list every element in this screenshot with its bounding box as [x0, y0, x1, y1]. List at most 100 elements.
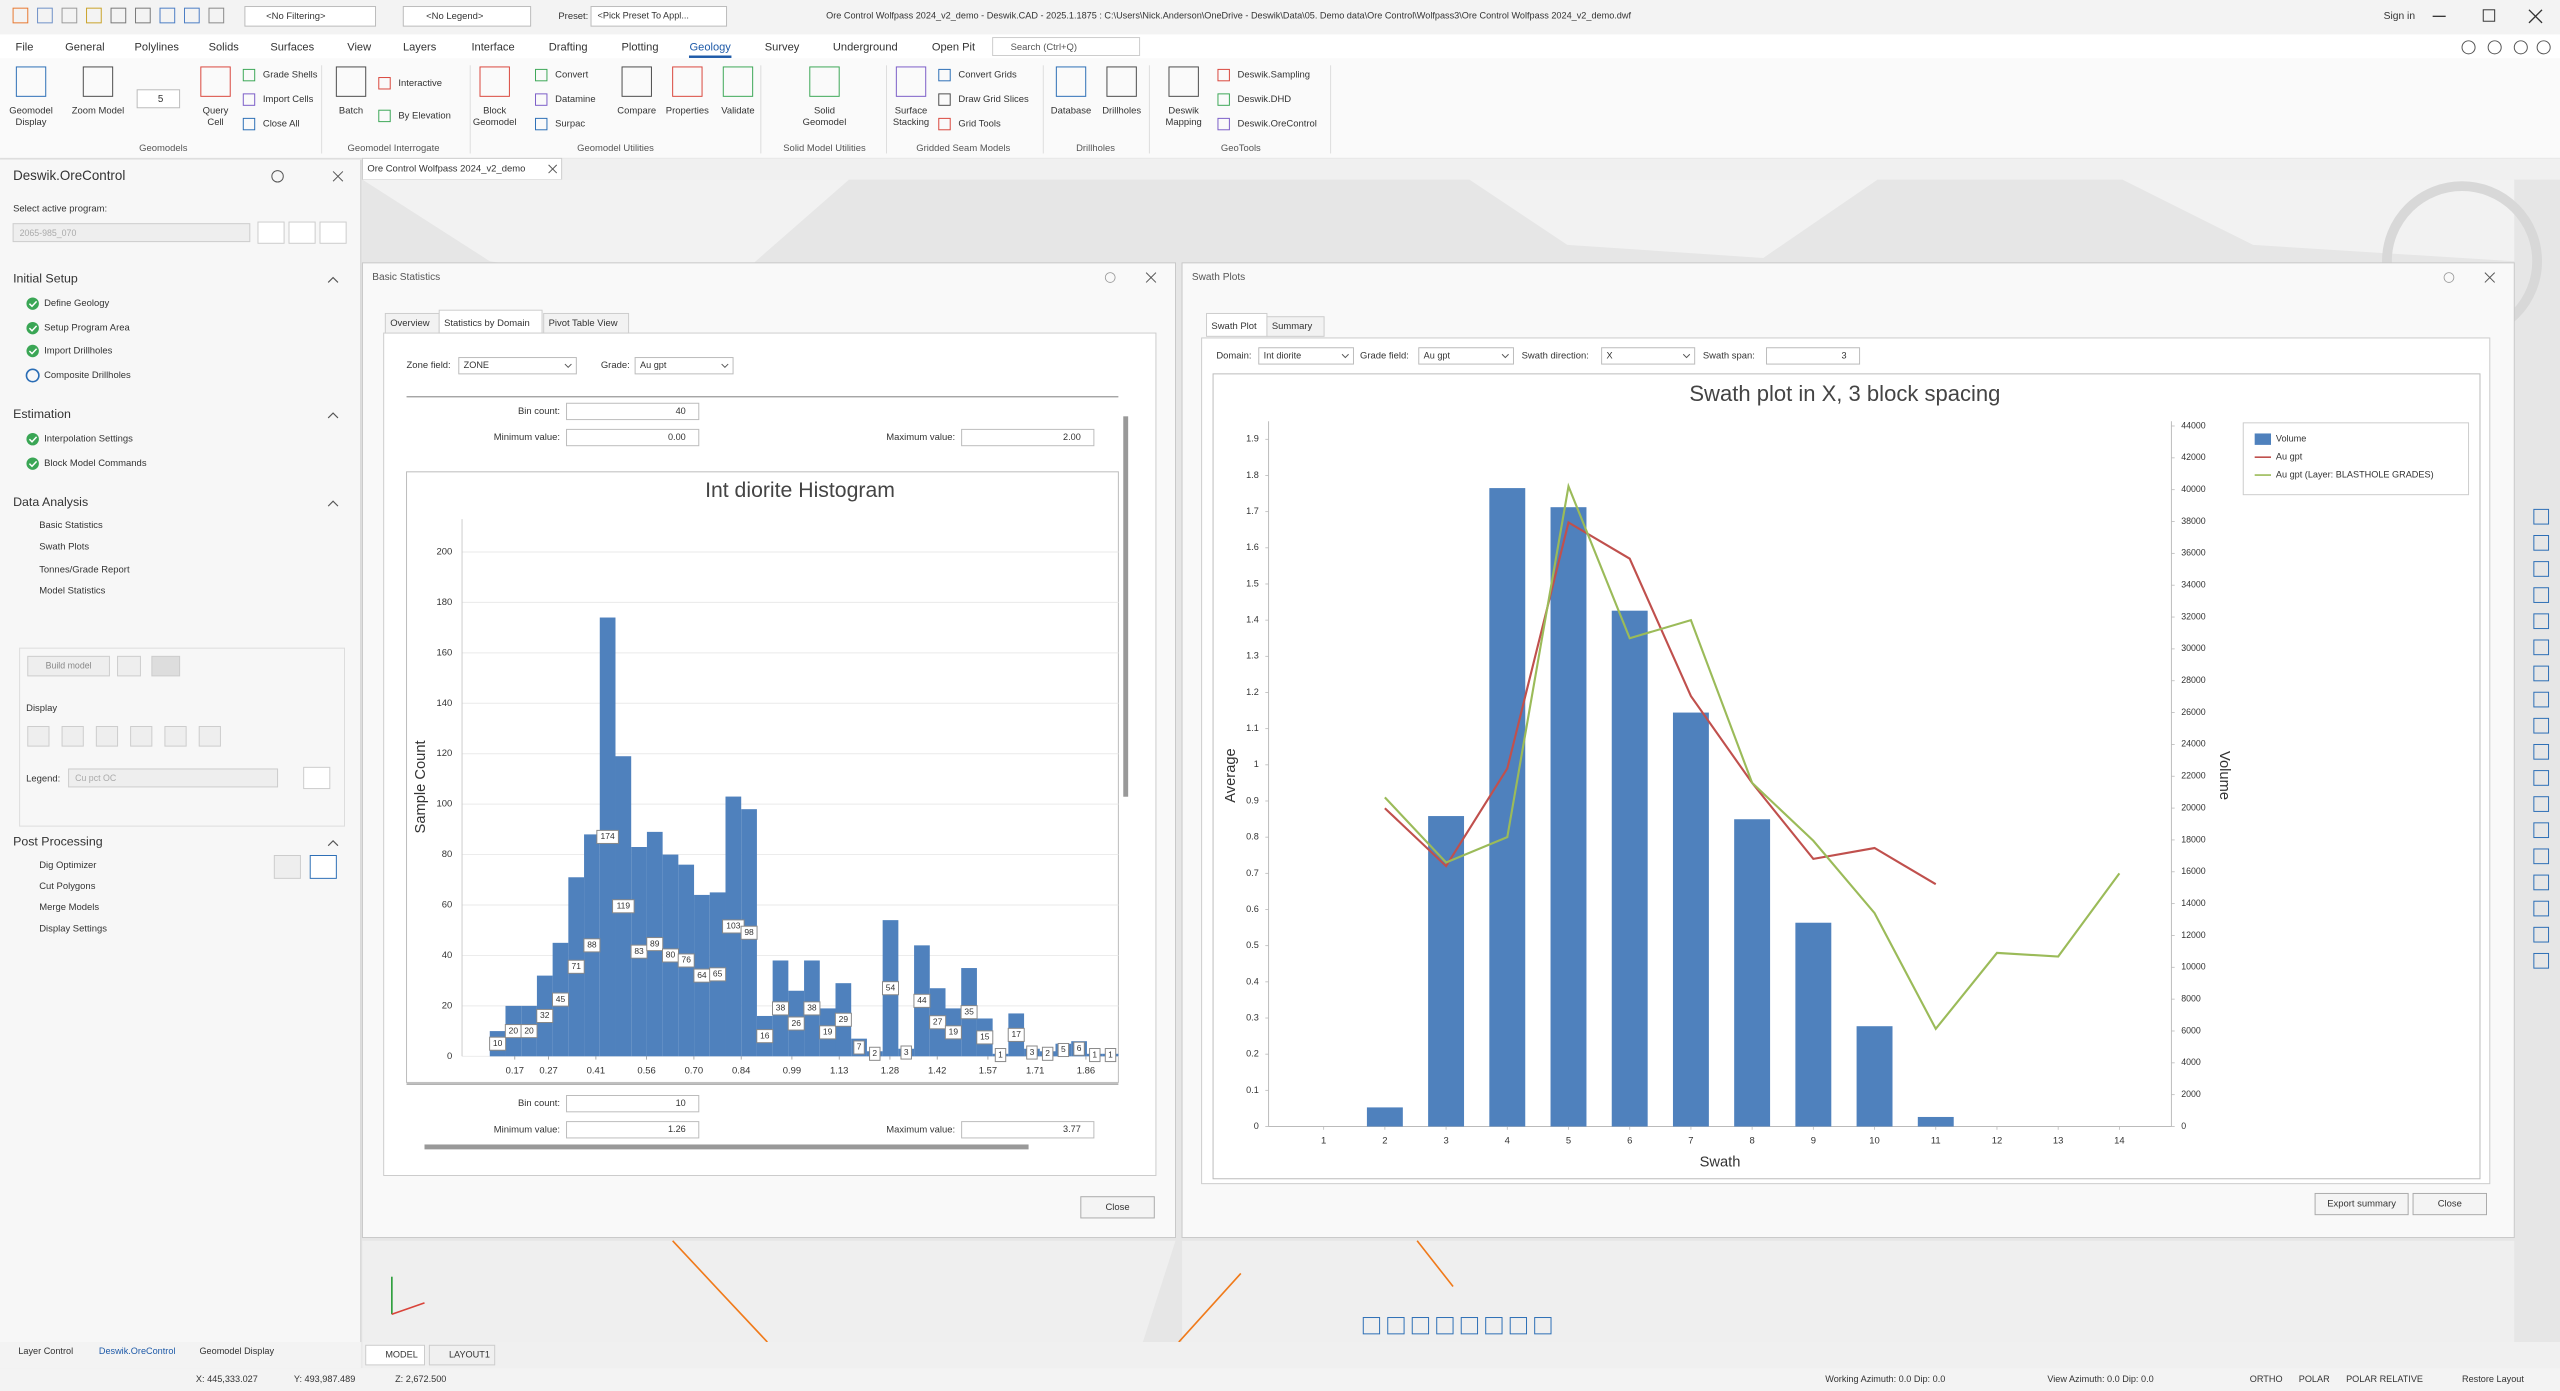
- layout-tab-label[interactable]: MODEL: [385, 1350, 417, 1360]
- ribbon-button[interactable]: Block: [483, 106, 506, 117]
- panel-button[interactable]: [117, 655, 141, 677]
- panel-tab[interactable]: Geomodel Display: [199, 1346, 274, 1356]
- panel-item[interactable]: Tonnes/Grade Report: [39, 564, 130, 575]
- ribbon-button[interactable]: Compare: [617, 106, 656, 117]
- section-header[interactable]: Initial Setup: [13, 271, 78, 285]
- input[interactable]: [566, 428, 700, 447]
- ribbon-button[interactable]: Surpac: [555, 119, 585, 130]
- side-tool[interactable]: [2533, 796, 2550, 812]
- ribbon-button[interactable]: Import Cells: [263, 94, 314, 105]
- ribbon-button[interactable]: Close All: [263, 119, 300, 130]
- menu-tab[interactable]: Interface: [471, 41, 514, 53]
- side-tool[interactable]: [2533, 822, 2550, 839]
- dropdown[interactable]: [1418, 347, 1514, 365]
- side-tool[interactable]: [2533, 717, 2550, 734]
- preset-dropdown[interactable]: [590, 6, 728, 27]
- menu-tab[interactable]: Polylines: [135, 41, 180, 53]
- panel-item[interactable]: Setup Program Area: [44, 323, 130, 334]
- layout-tab[interactable]: [365, 1344, 425, 1366]
- ribbon-button[interactable]: Batch: [339, 106, 363, 117]
- panel-item[interactable]: Display Settings: [39, 923, 107, 934]
- input[interactable]: [566, 1095, 700, 1113]
- quick-access-icon[interactable]: [86, 7, 102, 24]
- view-tool[interactable]: [1387, 1317, 1405, 1335]
- side-tool[interactable]: [2533, 743, 2550, 760]
- display-button[interactable]: [130, 726, 153, 747]
- tab-label[interactable]: Summary: [1272, 321, 1313, 332]
- ribbon-icon[interactable]: [242, 68, 256, 82]
- ribbon-button[interactable]: Geomodel: [803, 117, 847, 128]
- panel-tab[interactable]: Deswik.OreControl: [99, 1346, 176, 1356]
- search-box[interactable]: [992, 37, 1141, 56]
- view-tool[interactable]: [1534, 1317, 1552, 1335]
- ribbon-icon[interactable]: [1168, 66, 1199, 97]
- tab-label[interactable]: Overview: [390, 318, 430, 329]
- view-tool[interactable]: [1436, 1317, 1454, 1335]
- side-tool[interactable]: [2533, 952, 2550, 969]
- legend-dropdown[interactable]: [402, 6, 532, 27]
- button[interactable]: [1080, 1196, 1155, 1219]
- view-tool[interactable]: [1509, 1317, 1528, 1335]
- ribbon-button[interactable]: Deswik.Sampling: [1238, 70, 1311, 81]
- input[interactable]: [961, 1121, 1095, 1139]
- tab-label[interactable]: Swath Plot: [1211, 321, 1257, 332]
- menu-tab[interactable]: Plotting: [622, 41, 659, 53]
- legend-dropdown[interactable]: [68, 768, 279, 788]
- button[interactable]: [2314, 1192, 2409, 1216]
- ribbon-icon[interactable]: [200, 66, 231, 97]
- button-label[interactable]: Export summary: [2327, 1199, 2396, 1210]
- spinner[interactable]: [136, 89, 181, 109]
- menu-tab[interactable]: Survey: [765, 41, 800, 53]
- ribbon-button[interactable]: Geomodel: [9, 106, 53, 117]
- ribbon-button[interactable]: Surface: [895, 106, 928, 117]
- quick-access-icon[interactable]: [208, 7, 225, 24]
- ribbon-icon[interactable]: [535, 93, 548, 106]
- ribbon-button[interactable]: Grade Shells: [263, 70, 318, 81]
- ribbon-button[interactable]: Solid: [814, 106, 835, 117]
- ribbon-icon[interactable]: [242, 117, 256, 131]
- panel-item[interactable]: Merge Models: [39, 902, 99, 913]
- dropdown[interactable]: [1258, 347, 1354, 365]
- refresh-button[interactable]: [309, 855, 337, 879]
- filter-dropdown[interactable]: [244, 6, 377, 27]
- layout-tab[interactable]: [428, 1344, 496, 1366]
- ribbon-button[interactable]: Cell: [207, 117, 223, 128]
- menu-tab[interactable]: Underground: [833, 41, 898, 53]
- tab-label[interactable]: Pivot Table View: [549, 318, 618, 329]
- quick-access-icon[interactable]: [110, 7, 127, 24]
- ribbon-icon[interactable]: [1055, 66, 1087, 97]
- side-tool[interactable]: [2533, 665, 2550, 682]
- restore-layout[interactable]: Restore Layout: [2462, 1374, 2524, 1384]
- ribbon-icon[interactable]: [378, 77, 391, 90]
- menu-tab[interactable]: General: [65, 41, 104, 53]
- side-tool[interactable]: [2533, 587, 2550, 603]
- mode-toggle[interactable]: ORTHO: [2250, 1374, 2283, 1384]
- ribbon-button[interactable]: Draw Grid Slices: [958, 94, 1029, 105]
- dropdown[interactable]: [634, 357, 734, 375]
- ribbon-button[interactable]: Zoom Model: [72, 106, 125, 117]
- ribbon-icon[interactable]: [335, 66, 367, 97]
- menu-tab[interactable]: Surfaces: [270, 41, 314, 53]
- ribbon-icon[interactable]: [722, 66, 754, 97]
- ribbon-icon[interactable]: [672, 66, 703, 97]
- ribbon-icon[interactable]: [1106, 66, 1137, 97]
- ribbon-button[interactable]: Database: [1051, 106, 1091, 117]
- side-tool[interactable]: [2533, 926, 2550, 943]
- ribbon-icon[interactable]: [938, 68, 951, 82]
- side-tool[interactable]: [2533, 639, 2550, 656]
- ribbon-button[interactable]: Deswik.OreControl: [1238, 119, 1317, 130]
- ribbon-button[interactable]: Geomodel: [473, 117, 517, 128]
- ribbon-icon[interactable]: [535, 117, 548, 131]
- ribbon-icon[interactable]: [938, 93, 951, 106]
- panel-item[interactable]: Block Model Commands: [44, 458, 147, 469]
- display-button[interactable]: [198, 726, 221, 747]
- ribbon-button[interactable]: By Elevation: [398, 110, 451, 121]
- side-tool[interactable]: [2533, 535, 2550, 551]
- tab[interactable]: [543, 312, 630, 334]
- ribbon-icon[interactable]: [1217, 117, 1230, 131]
- quick-access-icon[interactable]: [61, 7, 78, 24]
- ribbon-button[interactable]: Properties: [666, 106, 709, 117]
- build-button[interactable]: [27, 655, 110, 677]
- panel-item[interactable]: Import Drillholes: [44, 346, 113, 357]
- ribbon-icon[interactable]: [479, 66, 510, 97]
